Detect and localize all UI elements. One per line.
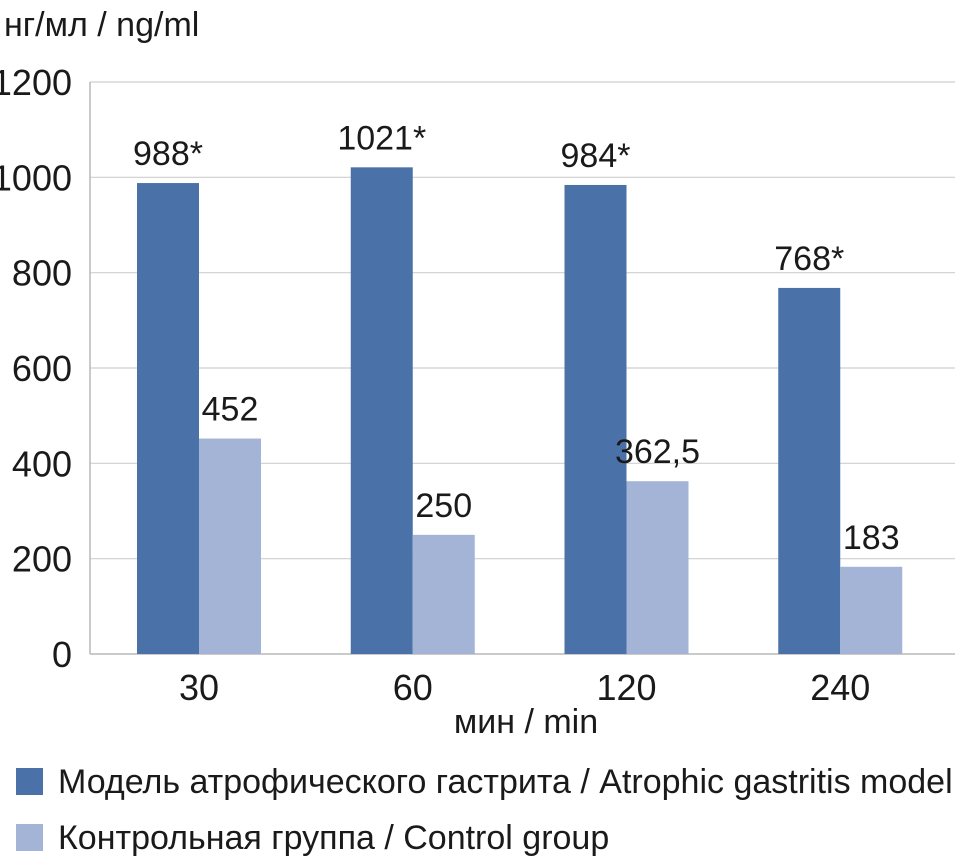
y-axis-ticks: 0 200 400 600 800 1000 1200: [0, 62, 72, 675]
bar: [412, 534, 475, 654]
y-axis-title: нг/мл / ng/ml: [4, 6, 199, 44]
data-label: 984*: [561, 137, 631, 175]
bar: [778, 287, 841, 654]
y-tick-label: 0: [52, 634, 72, 675]
x-tick-label: 60: [393, 667, 433, 708]
y-tick-label: 600: [12, 348, 72, 389]
data-label: 250: [415, 487, 472, 525]
x-axis-ticks: 30 60 120 240: [179, 667, 870, 708]
legend-swatch: [16, 824, 43, 851]
x-tick-label: 120: [596, 667, 656, 708]
data-label: 988*: [133, 135, 203, 173]
bar: [564, 184, 627, 654]
legend-label: Модель атрофического гастрита / Atrophic…: [58, 763, 953, 801]
x-tick-label: 240: [810, 667, 870, 708]
data-label: 768*: [774, 240, 844, 278]
y-tick-label: 1000: [0, 157, 72, 198]
data-label: 452: [202, 391, 259, 429]
data-label: 362,5: [615, 433, 700, 471]
bar: [137, 183, 199, 654]
legend-label: Контрольная группа / Control group: [58, 819, 609, 857]
y-tick-label: 400: [12, 443, 72, 484]
x-axis-title: мин / min: [454, 703, 598, 741]
y-tick-label: 1200: [0, 62, 72, 103]
bars: 988* 452 1021* 250 984* 362,5 768* 183: [133, 119, 903, 654]
data-label: 183: [843, 519, 900, 557]
bar: [840, 566, 903, 654]
data-label: 1021*: [337, 119, 426, 157]
legend-swatch: [16, 768, 43, 795]
x-tick-label: 30: [179, 667, 219, 708]
bar: [350, 167, 413, 654]
bar: [199, 438, 261, 654]
legend: Модель атрофического гастрита / Atrophic…: [16, 763, 953, 857]
bar: [626, 481, 689, 654]
y-tick-label: 800: [12, 253, 72, 294]
y-tick-label: 200: [12, 539, 72, 580]
